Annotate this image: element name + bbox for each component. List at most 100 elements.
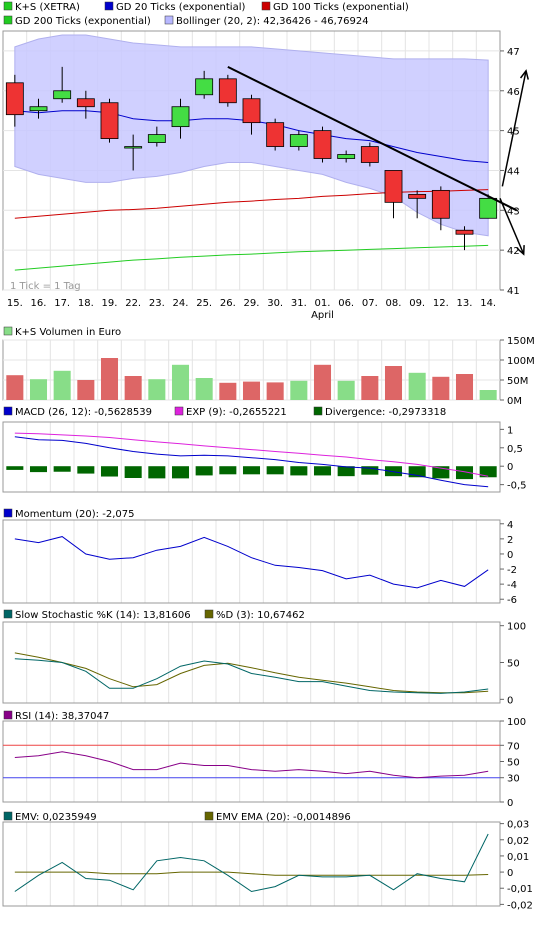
y-tick-label: 0 <box>507 462 513 473</box>
divergence-bar <box>195 466 213 476</box>
legend-label: Momentum (20): -2,075 <box>15 509 134 520</box>
volume-title: K+S Volumen in Euro <box>3 326 121 338</box>
x-tick-label: 15. <box>7 298 23 309</box>
candle-body <box>289 134 308 147</box>
candle <box>360 142 379 167</box>
momentum-panel: -6 -4 -2 0 2 4 <box>2 519 517 606</box>
y-tick-label: 0,01 <box>507 852 529 863</box>
candle <box>313 126 332 163</box>
candle-body <box>360 146 379 163</box>
divergence-bar <box>337 466 355 477</box>
volume-bar <box>266 382 284 400</box>
macd-line <box>14 436 489 488</box>
legend-label: GD 20 Ticks (exponential) <box>116 2 245 13</box>
panel-border <box>2 821 501 907</box>
candle-body <box>53 90 72 100</box>
candle <box>455 226 474 251</box>
volume-bar <box>29 379 48 400</box>
y-tick-label: 0 <box>507 695 513 706</box>
divergence-bar <box>479 466 497 478</box>
volume-title-label: K+S Volumen in Euro <box>15 327 121 338</box>
legend-label: Divergence: -0,2973318 <box>325 407 446 418</box>
stochastic-panel: 0 50 100 <box>2 621 526 706</box>
arrow-up-head <box>519 69 529 80</box>
macd-panel: -0,5 0 0,5 1 <box>2 421 527 493</box>
candle-body <box>242 98 261 124</box>
y-tick-label: 30 <box>507 774 520 785</box>
candle-body <box>313 130 332 159</box>
x-tick-label: 14. <box>480 298 496 309</box>
x-tick-label: 08. <box>386 298 402 309</box>
candle <box>289 130 308 151</box>
x-tick-label: 09. <box>409 298 425 309</box>
x-tick-label: 26. <box>220 298 236 309</box>
legend-swatch <box>3 508 13 518</box>
candle-body <box>5 82 24 116</box>
y-tick-label: -4 <box>507 580 517 591</box>
y-tick-label: 2 <box>507 535 513 546</box>
x-tick-label: 16. <box>31 298 47 309</box>
divergence-bar <box>171 466 190 479</box>
y-tick-label: -0,01 <box>507 884 533 895</box>
emv-line <box>14 833 489 893</box>
candle <box>479 194 498 219</box>
candle <box>124 134 143 171</box>
emv-ema-line <box>14 871 489 876</box>
volume-bar <box>408 372 426 400</box>
candle <box>337 150 356 163</box>
legend: K+S (XETRA) GD 20 Ticks (exponential) GD 1… <box>3 1 409 27</box>
candle-body <box>337 154 356 159</box>
x-tick-label: 31. <box>291 298 307 309</box>
legend-label: %D (3): 10,67462 <box>216 610 305 621</box>
legend: RSI (14): 38,37047 <box>3 710 109 722</box>
volume-panel: 0M 50M 100M 150M <box>2 336 535 407</box>
volume-bar <box>290 380 308 400</box>
divergence-bar <box>242 466 261 475</box>
y-tick-label: -2 <box>507 565 517 576</box>
y-tick-label: 0,5 <box>507 444 523 455</box>
y-tick-label: 0 <box>507 798 513 809</box>
y-tick-label: 70 <box>507 741 520 752</box>
y-tick-label: 46 <box>507 87 520 98</box>
stoch-k-line <box>14 658 489 694</box>
candle-body <box>455 229 474 235</box>
candle <box>5 74 24 127</box>
candle <box>76 90 95 119</box>
x-month-label: April <box>311 310 334 321</box>
volume-bar <box>384 366 403 400</box>
arrow-down <box>499 198 525 255</box>
x-tick-label: 06. <box>338 298 354 309</box>
divergence-bar <box>124 466 142 478</box>
x-tick-label: 30. <box>267 298 283 309</box>
volume-bar <box>219 382 237 400</box>
y-tick-label: -0,5 <box>507 481 527 492</box>
exp-line <box>14 432 489 477</box>
divergence-bar <box>219 466 237 475</box>
y-tick-label: 42 <box>507 246 520 257</box>
candle-body <box>171 106 190 128</box>
panel-border <box>2 621 501 704</box>
candle <box>171 98 190 139</box>
legend-label: Bollinger (20, 2): 42,36426 - 46,76924 <box>176 16 369 27</box>
candle <box>100 98 119 143</box>
y-tick-label: 50 <box>507 659 520 670</box>
y-tick-label: 0,03 <box>507 820 529 831</box>
panel-border <box>2 519 501 604</box>
legend-label: K+S (XETRA) <box>15 2 80 13</box>
volume-bar <box>53 370 71 400</box>
x-tick-label: 17. <box>54 298 70 309</box>
y-tick-label: 0 <box>507 550 513 561</box>
volume-bar <box>455 374 474 400</box>
y-tick-label: 0 <box>507 868 513 879</box>
legend: EMV: 0,0235949 EMV EMA (20): -0,0014896 <box>3 811 351 823</box>
volume-bar <box>6 375 24 400</box>
y-tick-label: 41 <box>507 286 520 297</box>
legend-swatch <box>261 1 271 11</box>
gd200-line <box>14 244 489 271</box>
candle-body <box>218 78 237 104</box>
panel-border <box>2 720 501 803</box>
legend: MACD (26, 12): -0,5628539 EXP (9): -0,265… <box>3 406 446 418</box>
divergence-bar <box>100 466 119 477</box>
legend-swatch <box>3 710 13 720</box>
x-tick-label: 23. <box>149 298 165 309</box>
